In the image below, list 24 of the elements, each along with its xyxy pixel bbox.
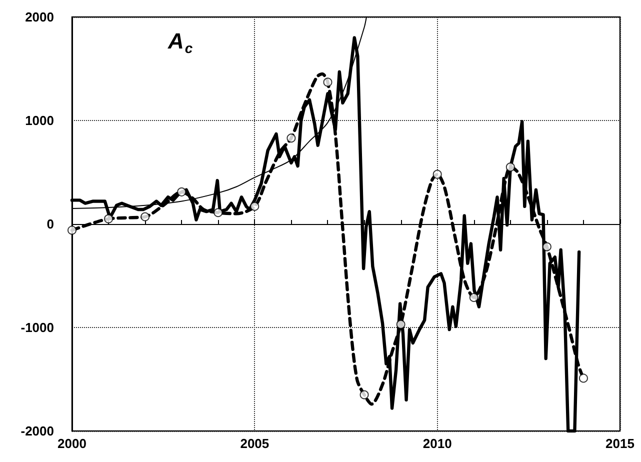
point	[140, 212, 150, 222]
point	[360, 390, 369, 400]
y-tick-label: 1000	[25, 113, 54, 128]
y-tick-label: 0	[46, 216, 54, 232]
y-tick-label: -1000	[20, 320, 54, 335]
y-tick-label: 2000	[25, 10, 54, 24]
x-tick-label: 2000	[58, 436, 86, 451]
x-tick-label: 2015	[606, 436, 634, 451]
point	[506, 162, 515, 172]
x-tick-label: 2005	[240, 436, 270, 451]
point	[286, 134, 296, 143]
point	[177, 187, 186, 196]
point	[323, 78, 332, 87]
point	[68, 226, 76, 235]
point	[578, 374, 588, 383]
point	[396, 320, 406, 329]
x-tick-label: 2010	[422, 436, 452, 451]
y-tick-label: -2000	[20, 424, 54, 438]
point	[469, 292, 478, 302]
point	[542, 242, 552, 252]
point	[104, 214, 114, 224]
point	[250, 202, 260, 211]
point	[214, 208, 223, 218]
point	[432, 170, 442, 179]
